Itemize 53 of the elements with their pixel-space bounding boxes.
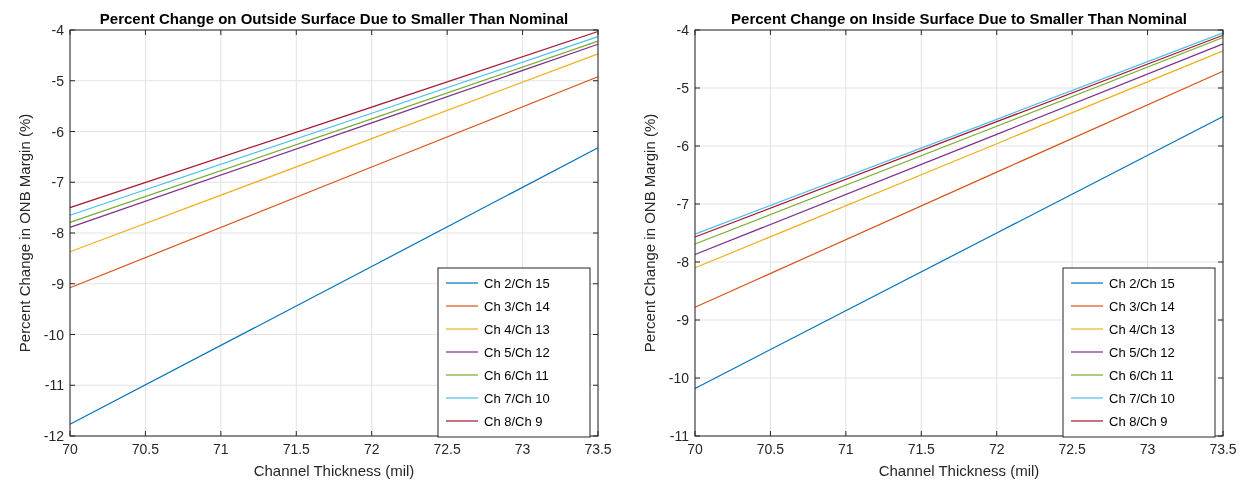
y-tick-label: -4 (51, 22, 65, 38)
y-tick-label: -10 (43, 326, 65, 343)
y-tick-label: -9 (51, 275, 65, 292)
legend-label: Ch 8/Ch 9 (484, 414, 543, 429)
x-axis-title: Channel Thickness (mil) (253, 462, 415, 479)
y-tick-label: -8 (676, 254, 690, 270)
y-tick-label: -10 (668, 370, 690, 386)
legend-label: Ch 4/Ch 13 (1109, 322, 1175, 337)
y-tick-label: -4 (676, 22, 690, 38)
x-tick-label: 71 (213, 441, 229, 457)
legend-label: Ch 7/Ch 10 (1109, 391, 1175, 406)
y-tick-label: -8 (51, 225, 65, 241)
y-tick-label: -6 (51, 123, 65, 140)
y-tick-label: -5 (51, 72, 65, 89)
chart-title: Percent Change on Inside Surface Due to Smaller Than Nominal (731, 10, 1187, 27)
x-tick-label: 70.5 (131, 441, 160, 457)
legend-label: Ch 6/Ch 11 (1109, 368, 1174, 383)
y-axis-title: Percent Change in ONB Margin (%) (16, 113, 33, 353)
legend-label: Ch 2/Ch 15 (1109, 276, 1175, 291)
y-tick-label: -9 (676, 312, 690, 328)
y-axis-title: Percent Change in ONB Margin (%) (641, 113, 658, 353)
y-tick-label: -7 (51, 174, 65, 191)
y-tick-label: -6 (676, 138, 690, 154)
x-tick-label: 73.5 (584, 441, 612, 457)
y-tick-label: -11 (669, 428, 690, 444)
x-tick-label: 70 (62, 441, 78, 457)
legend-label: Ch 8/Ch 9 (1109, 414, 1168, 429)
legend-label: Ch 3/Ch 14 (1109, 299, 1175, 314)
legend-label: Ch 4/Ch 13 (484, 322, 550, 337)
x-tick-label: 70 (687, 441, 703, 457)
x-tick-label: 72.5 (433, 441, 461, 457)
x-axis-title: Channel Thickness (mil) (878, 462, 1040, 479)
legend-label: Ch 2/Ch 15 (484, 276, 550, 291)
y-tick-label: -7 (676, 196, 690, 212)
x-tick-label: 73 (1139, 441, 1156, 457)
y-tick-label: -5 (676, 80, 690, 96)
x-tick-label: 72 (363, 441, 380, 457)
x-tick-label: 73.5 (1209, 441, 1237, 457)
legend-label: Ch 5/Ch 12 (484, 345, 550, 360)
x-tick-label: 71 (838, 441, 854, 457)
legend-label: Ch 6/Ch 11 (484, 368, 549, 383)
chart-title: Percent Change on Outside Surface Due to Smaller Than Nominal (99, 10, 569, 27)
x-tick-label: 71.5 (282, 441, 311, 457)
x-tick-label: 72.5 (1058, 441, 1086, 457)
x-tick-label: 71.5 (907, 441, 936, 457)
x-tick-label: 72 (988, 441, 1005, 457)
legend-label: Ch 5/Ch 12 (1109, 345, 1175, 360)
legend-label: Ch 3/Ch 14 (484, 299, 550, 314)
y-tick-label: -12 (43, 428, 65, 444)
y-tick-label: -11 (44, 377, 65, 394)
legend-label: Ch 7/Ch 10 (484, 391, 550, 406)
x-tick-label: 70.5 (756, 441, 785, 457)
x-tick-label: 73 (514, 441, 531, 457)
